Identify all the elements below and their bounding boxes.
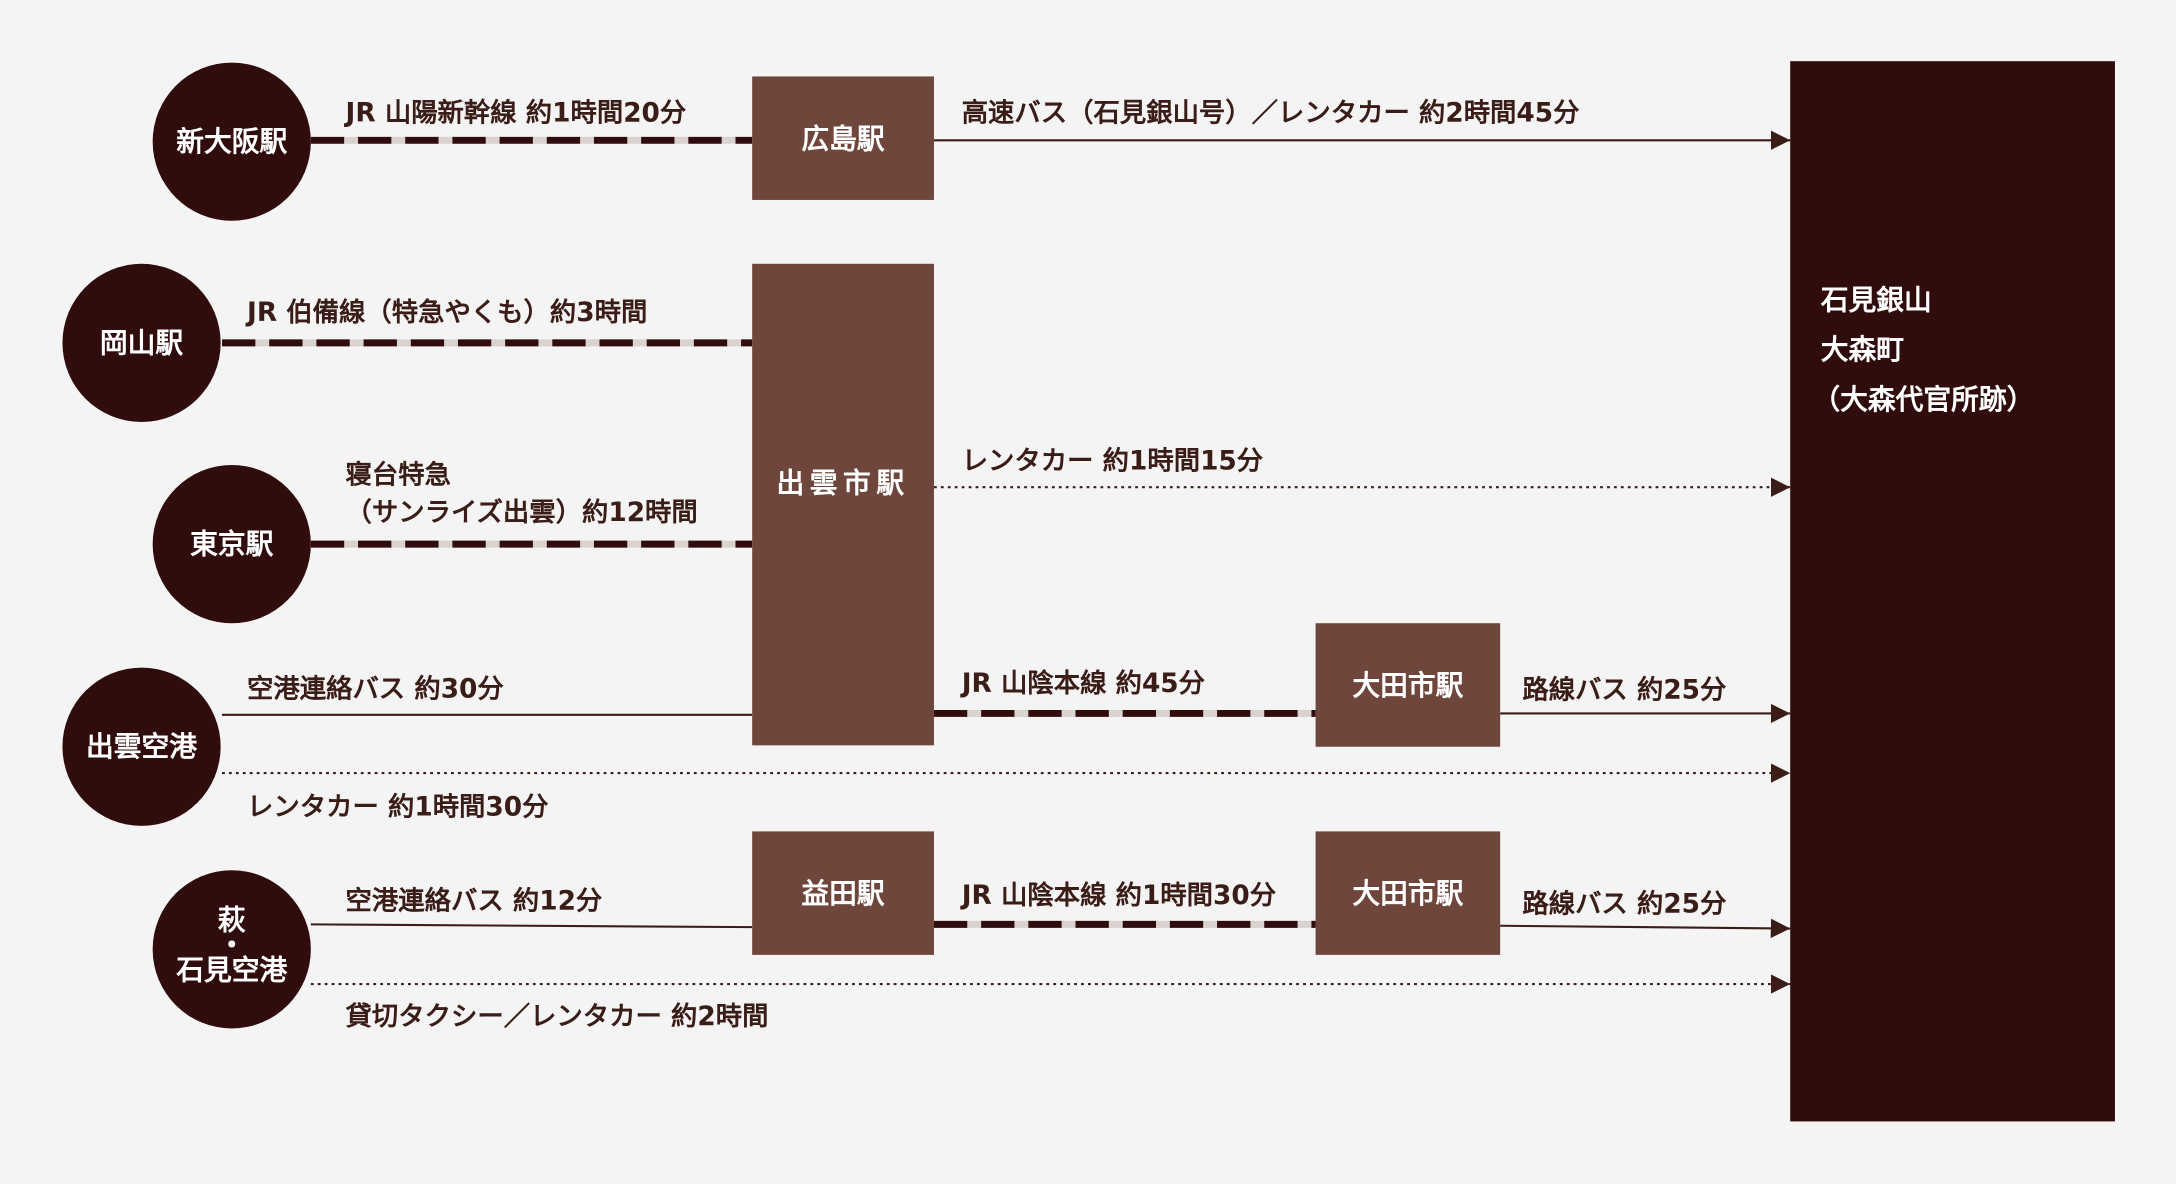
hub-box bbox=[1315, 831, 1501, 955]
destination-label: 大森町 bbox=[1821, 333, 1904, 366]
origin-circle bbox=[152, 465, 311, 624]
route-labels: JR 山陽新幹線 約1時間20分 高速バス（石見銀山号）／レンタカー 約2時間4… bbox=[245, 97, 1727, 1031]
bus-line bbox=[310, 923, 753, 929]
route-label: JR 山陰本線 約1時間30分 bbox=[960, 880, 1277, 911]
origins: 新大阪駅 岡山駅 東京駅 出雲空港 萩 ・ 石見空港 bbox=[62, 62, 311, 1029]
route-label: JR 山陽新幹線 約1時間20分 bbox=[344, 97, 687, 128]
route-label: JR 伯備線（特急やくも）約3時間 bbox=[245, 297, 647, 328]
hub-label: 大田市駅 bbox=[1352, 877, 1463, 910]
route-label: 空港連絡バス 約12分 bbox=[346, 886, 603, 917]
origin-label: 出雲空港 bbox=[86, 730, 198, 763]
route-label: レンタカー 約1時間15分 bbox=[962, 446, 1264, 477]
origin-circle bbox=[62, 263, 221, 422]
hub-label: 出雲市駅 bbox=[776, 466, 909, 499]
origin-label: 岡山駅 bbox=[100, 326, 184, 359]
hub-box bbox=[752, 76, 934, 200]
destination: 石見銀山 大森町 （大森代官所跡） bbox=[1790, 61, 2115, 1122]
route-label: 路線バス 約25分 bbox=[1522, 675, 1727, 706]
route-label: 空港連絡バス 約30分 bbox=[247, 673, 504, 704]
destination-label: 石見銀山 bbox=[1820, 283, 1932, 316]
route-label: （サンライズ出雲）約12時間 bbox=[346, 497, 698, 528]
origin-label: 石見空港 bbox=[175, 954, 288, 987]
route-label: 路線バス 約25分 bbox=[1522, 888, 1727, 919]
route-label: 高速バス（石見銀山号）／レンタカー 約2時間45分 bbox=[962, 97, 1580, 128]
hub-box bbox=[752, 831, 934, 955]
origin-circle bbox=[152, 62, 311, 221]
route-label: レンタカー 約1時間30分 bbox=[247, 791, 549, 822]
hub-label: 益田駅 bbox=[801, 877, 885, 910]
origin-label: 萩 bbox=[218, 904, 246, 937]
origin-circle bbox=[62, 667, 221, 826]
origin-label: 新大阪駅 bbox=[176, 125, 287, 158]
route-label: 寝台特急 bbox=[346, 460, 451, 491]
destination-box bbox=[1790, 61, 2115, 1122]
origin-label: 東京駅 bbox=[190, 528, 274, 561]
origin-label: ・ bbox=[218, 929, 246, 962]
hub-box bbox=[1315, 623, 1501, 747]
origin-circle bbox=[152, 870, 311, 1029]
hubs: 広島駅 出雲市駅 大田市駅 益田駅 大田市駅 bbox=[752, 76, 1501, 955]
hub-label: 広島駅 bbox=[801, 122, 885, 155]
route-label: 貸切タクシー／レンタカー 約2時間 bbox=[346, 1001, 769, 1032]
hub-box bbox=[752, 263, 934, 746]
destination-label: （大森代官所跡） bbox=[1812, 383, 2034, 416]
hub-label: 大田市駅 bbox=[1352, 669, 1463, 702]
bus-arrow bbox=[1500, 918, 1791, 939]
connections bbox=[222, 130, 1791, 994]
route-label: JR 山陰本線 約45分 bbox=[960, 668, 1206, 699]
